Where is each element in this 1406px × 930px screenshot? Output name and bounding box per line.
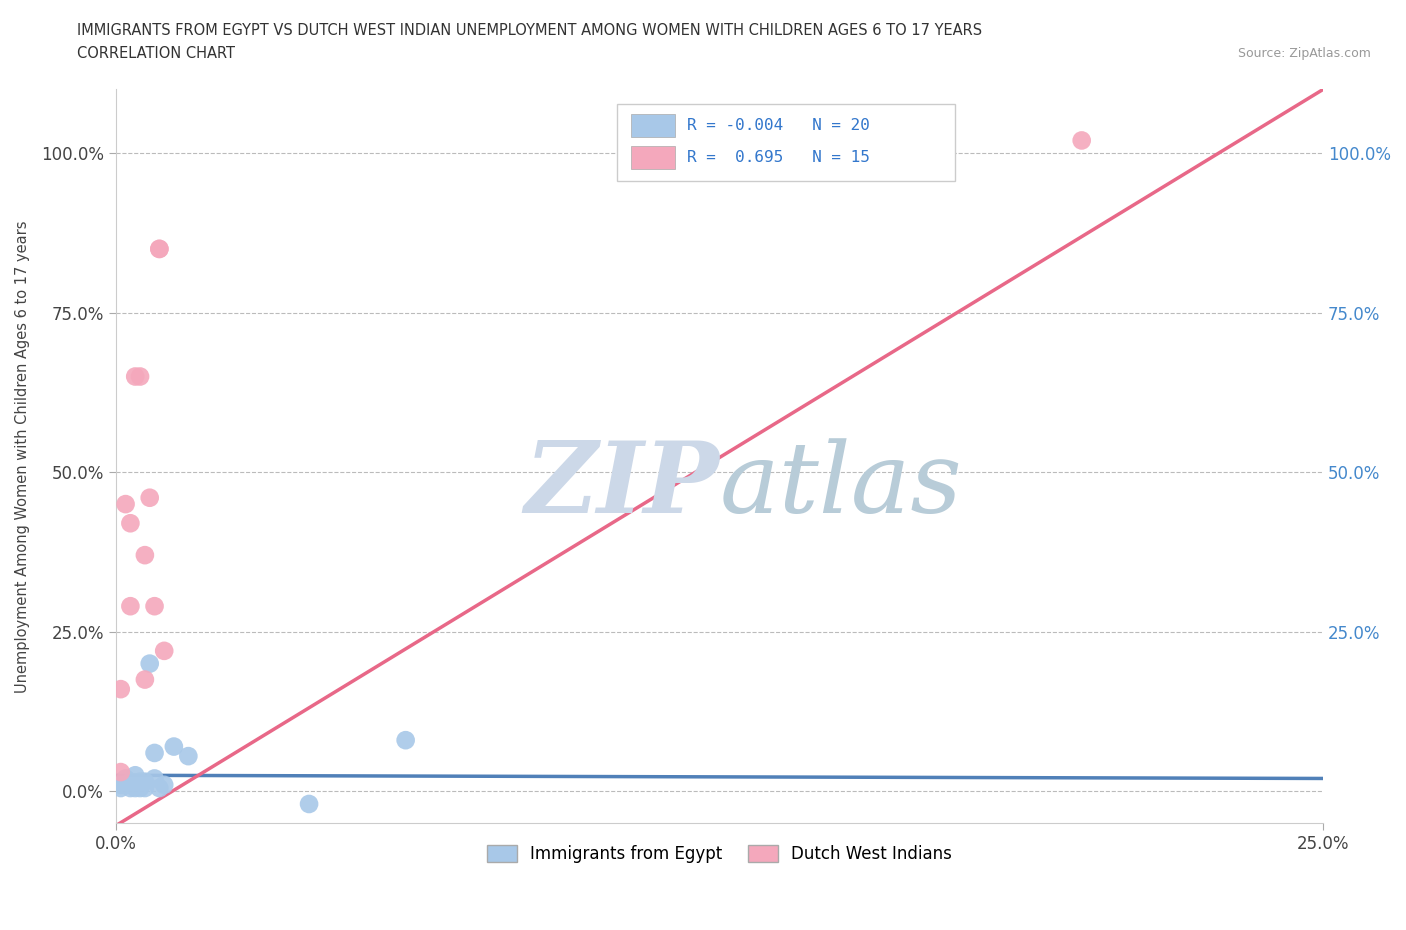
Point <box>129 369 152 384</box>
Point <box>120 599 142 614</box>
Point <box>124 768 146 783</box>
Point <box>110 682 132 697</box>
Point <box>143 771 166 786</box>
Point <box>134 672 156 687</box>
Point <box>298 797 321 812</box>
FancyBboxPatch shape <box>617 104 955 181</box>
Text: atlas: atlas <box>720 438 962 533</box>
Point <box>148 242 170 257</box>
Point <box>124 369 146 384</box>
Bar <box>631 113 675 137</box>
Point <box>143 746 166 761</box>
Point <box>129 780 152 795</box>
Point <box>134 548 156 563</box>
Point <box>153 777 176 792</box>
Point <box>395 733 418 748</box>
Y-axis label: Unemployment Among Women with Children Ages 6 to 17 years: Unemployment Among Women with Children A… <box>15 220 30 693</box>
Point <box>110 777 132 792</box>
Text: R = -0.004   N = 20: R = -0.004 N = 20 <box>688 118 870 133</box>
Point <box>110 764 132 779</box>
Point <box>120 780 142 795</box>
Point <box>138 657 160 671</box>
Point <box>177 749 200 764</box>
Point <box>114 771 136 786</box>
Point <box>134 774 156 789</box>
Point <box>143 599 166 614</box>
Legend: Immigrants from Egypt, Dutch West Indians: Immigrants from Egypt, Dutch West Indian… <box>481 838 959 870</box>
Point <box>129 774 152 789</box>
Point <box>153 644 176 658</box>
Text: ZIP: ZIP <box>524 437 720 534</box>
Point <box>163 739 186 754</box>
Point <box>148 780 170 795</box>
Point <box>120 516 142 531</box>
Text: Source: ZipAtlas.com: Source: ZipAtlas.com <box>1237 46 1371 60</box>
Point <box>124 780 146 795</box>
Point <box>114 497 136 512</box>
Bar <box>631 146 675 169</box>
Point <box>110 780 132 795</box>
Point <box>134 780 156 795</box>
Text: IMMIGRANTS FROM EGYPT VS DUTCH WEST INDIAN UNEMPLOYMENT AMONG WOMEN WITH CHILDRE: IMMIGRANTS FROM EGYPT VS DUTCH WEST INDI… <box>77 23 983 38</box>
Point <box>1070 133 1092 148</box>
Point <box>138 490 160 505</box>
Text: CORRELATION CHART: CORRELATION CHART <box>77 46 235 61</box>
Text: R =  0.695   N = 15: R = 0.695 N = 15 <box>688 150 870 166</box>
Point <box>120 774 142 789</box>
Point <box>148 242 170 257</box>
